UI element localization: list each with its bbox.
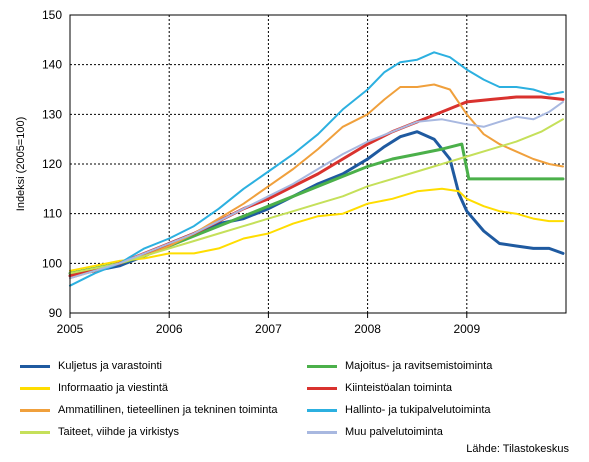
y-tick-label: 90 — [49, 306, 63, 320]
legend-label: Ammatillinen, tieteellinen ja tekninen t… — [58, 404, 278, 416]
legend-item-7: Taiteet, viihde ja virkistys — [20, 423, 179, 441]
legend-item-8: Muu palvelutoiminta — [307, 423, 443, 441]
x-tick-label: 2006 — [156, 322, 183, 336]
y-axis-label: Indeksi (2005=100) — [15, 117, 27, 211]
series-line-8 — [69, 100, 564, 280]
y-tick-label: 130 — [42, 107, 62, 121]
y-tick-labels: 90 100 110 120 130 140 150 — [42, 8, 62, 320]
legend-swatch — [20, 364, 50, 368]
series-line-3 — [69, 187, 564, 272]
y-tick-label: 140 — [42, 58, 62, 72]
legend-item-6: Hallinto- ja tukipalvelutoiminta — [307, 401, 491, 419]
legend-label: Muu palvelutoiminta — [345, 426, 443, 438]
legend-label: Taiteet, viihde ja virkistys — [58, 426, 180, 438]
legend-item-2: Majoitus- ja ravitsemistoiminta — [307, 357, 492, 375]
legend-item-1: Kuljetus ja varastointi — [20, 357, 162, 375]
source-note: Lähde: Tilastokeskus — [466, 443, 569, 455]
y-tick-label: 150 — [42, 8, 62, 22]
legend-label: Hallinto- ja tukipalvelutoiminta — [345, 404, 491, 416]
legend-swatch — [20, 386, 50, 390]
x-tick-label: 2008 — [354, 322, 381, 336]
x-tick-labels: 2005 2006 2007 2008 2009 — [57, 322, 481, 336]
legend-item-3: Informaatio ja viestintä — [20, 379, 168, 397]
y-tick-label: 110 — [43, 207, 62, 221]
x-tick-label: 2009 — [453, 322, 480, 336]
legend-label: Kiinteistöalan toiminta — [345, 382, 453, 394]
x-tick-label: 2005 — [57, 322, 84, 336]
series-line-5 — [69, 83, 564, 280]
series-line-7 — [69, 118, 564, 275]
legend-label: Informaatio ja viestintä — [58, 382, 169, 394]
legend-label: Kuljetus ja varastointi — [58, 360, 162, 372]
series-line-6 — [69, 51, 564, 287]
legend-label: Majoitus- ja ravitsemistoiminta — [345, 360, 493, 372]
legend-swatch — [307, 430, 337, 434]
legend-swatch — [20, 430, 50, 434]
y-tick-label: 100 — [42, 256, 62, 270]
legend-swatch — [307, 386, 337, 390]
x-tick-label: 2007 — [255, 322, 282, 336]
legend-item-5: Ammatillinen, tieteellinen ja tekninen t… — [20, 401, 278, 419]
series-lines — [68, 51, 565, 287]
legend-swatch — [307, 408, 337, 412]
plot-frame — [69, 14, 567, 314]
legend-swatch — [20, 408, 50, 412]
legend-item-4: Kiinteistöalan toiminta — [307, 379, 452, 397]
grid-lines — [69, 15, 566, 318]
y-tick-label: 120 — [42, 157, 62, 171]
legend-swatch — [307, 364, 337, 368]
